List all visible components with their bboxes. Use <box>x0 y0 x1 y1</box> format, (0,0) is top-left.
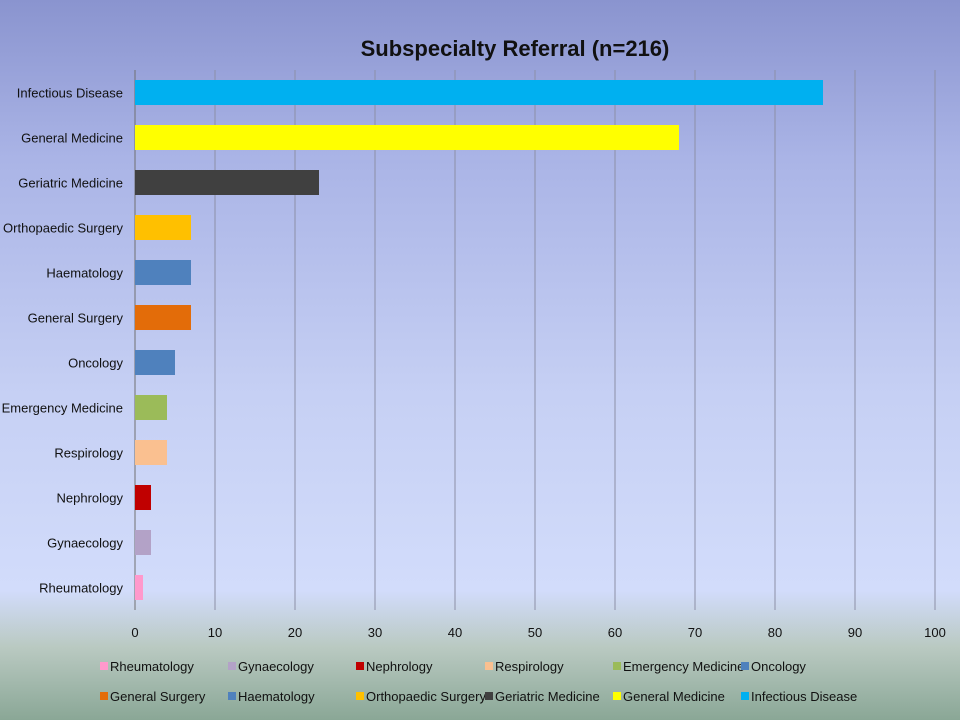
legend-item: Rheumatology <box>100 659 194 674</box>
legend-swatch <box>228 692 236 700</box>
legend-item: General Surgery <box>100 689 206 704</box>
legend-item: Oncology <box>741 659 806 674</box>
x-tick-label: 50 <box>528 625 542 640</box>
bar <box>135 80 823 105</box>
bar <box>135 395 167 420</box>
legend-label: General Surgery <box>110 689 206 704</box>
legend-swatch <box>356 662 364 670</box>
bar <box>135 575 143 600</box>
category-label: Nephrology <box>57 491 124 506</box>
category-label: Emergency Medicine <box>2 401 123 416</box>
x-tick-label: 60 <box>608 625 622 640</box>
chart-title: Subspecialty Referral (n=216) <box>361 36 670 61</box>
legend-swatch <box>485 662 493 670</box>
legend-label: Oncology <box>751 659 806 674</box>
legend-swatch <box>356 692 364 700</box>
legend-item: Infectious Disease <box>741 689 857 704</box>
x-tick-labels: 0 10 20 30 40 50 60 70 80 90 100 <box>131 625 945 640</box>
legend-swatch <box>741 692 749 700</box>
x-tick-label: 40 <box>448 625 462 640</box>
legend-item: Haematology <box>228 689 315 704</box>
legend-item: Orthopaedic Surgery <box>356 689 486 704</box>
category-label: Gynaecology <box>47 536 123 551</box>
x-tick-label: 100 <box>924 625 946 640</box>
legend-item: Respirology <box>485 659 564 674</box>
x-tick-label: 90 <box>848 625 862 640</box>
legend-item: Nephrology <box>356 659 433 674</box>
legend-swatch <box>613 662 621 670</box>
legend-swatch <box>741 662 749 670</box>
legend-item: Emergency Medicine <box>613 659 744 674</box>
bar <box>135 350 175 375</box>
legend-label: Orthopaedic Surgery <box>366 689 486 704</box>
bar <box>135 440 167 465</box>
x-tick-label: 30 <box>368 625 382 640</box>
x-tick-label: 10 <box>208 625 222 640</box>
legend-item: Gynaecology <box>228 659 314 674</box>
x-tick-label: 80 <box>768 625 782 640</box>
category-label: Orthopaedic Surgery <box>3 221 123 236</box>
legend-swatch <box>485 692 493 700</box>
legend-label: Gynaecology <box>238 659 314 674</box>
category-label: Oncology <box>68 356 123 371</box>
category-label: Rheumatology <box>39 581 123 596</box>
legend-item: Geriatric Medicine <box>485 689 600 704</box>
bar <box>135 305 191 330</box>
x-tick-label: 0 <box>131 625 138 640</box>
legend-swatch <box>613 692 621 700</box>
legend-swatch <box>100 662 108 670</box>
category-label: Geriatric Medicine <box>18 176 123 191</box>
legend-label: Infectious Disease <box>751 689 857 704</box>
legend-swatch <box>228 662 236 670</box>
legend-label: General Medicine <box>623 689 725 704</box>
category-label: Haematology <box>46 266 123 281</box>
x-tick-label: 70 <box>688 625 702 640</box>
category-label: General Medicine <box>21 131 123 146</box>
legend-label: Haematology <box>238 689 315 704</box>
legend-label: Nephrology <box>366 659 433 674</box>
legend-label: Respirology <box>495 659 564 674</box>
legend: Rheumatology Gynaecology Nephrology Respiro… <box>100 659 857 704</box>
legend-item: General Medicine <box>613 689 725 704</box>
grid-lines <box>134 70 936 610</box>
category-label: General Surgery <box>28 311 124 326</box>
bar <box>135 215 191 240</box>
legend-label: Rheumatology <box>110 659 194 674</box>
legend-swatch <box>100 692 108 700</box>
bar <box>135 530 151 555</box>
bar <box>135 260 191 285</box>
bar <box>135 485 151 510</box>
bar <box>135 125 679 150</box>
legend-label: Emergency Medicine <box>623 659 744 674</box>
category-labels: Infectious Disease General Medicine Geriat… <box>2 86 124 596</box>
category-label: Infectious Disease <box>17 86 123 101</box>
bars <box>135 80 823 600</box>
category-label: Respirology <box>54 446 123 461</box>
legend-label: Geriatric Medicine <box>495 689 600 704</box>
bar <box>135 170 319 195</box>
x-tick-label: 20 <box>288 625 302 640</box>
